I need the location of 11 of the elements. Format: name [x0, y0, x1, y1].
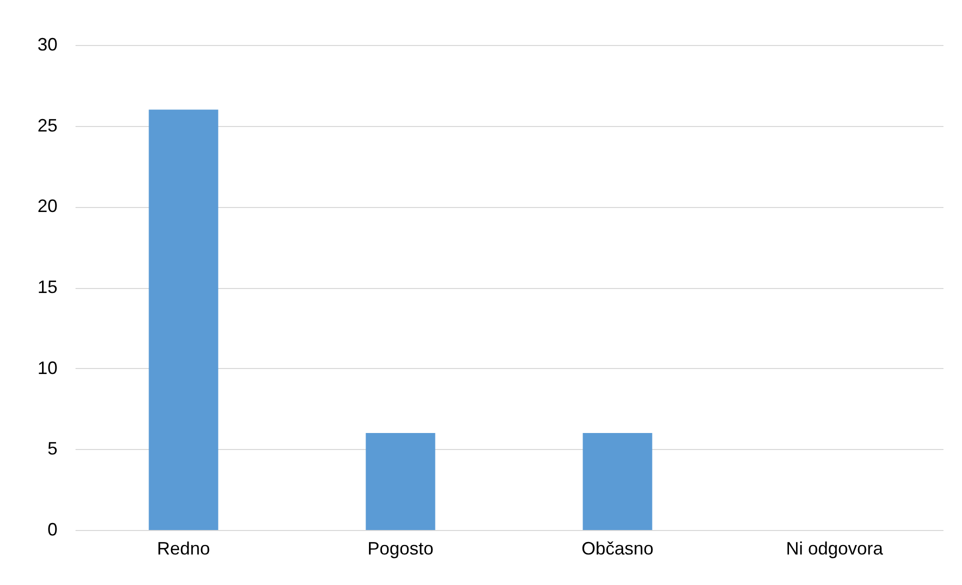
- x-tick-label: Pogosto: [367, 538, 434, 558]
- y-tick-label: 25: [37, 115, 58, 136]
- x-tick-label: Ni odgovora: [786, 538, 884, 558]
- y-tick-label: 15: [37, 277, 58, 297]
- y-tick-label: 10: [37, 358, 58, 378]
- x-tick-label: Občasno: [581, 538, 654, 558]
- y-tick-label: 0: [47, 520, 58, 540]
- x-tick-label: Redno: [156, 538, 210, 558]
- y-tick-label: 20: [37, 196, 58, 216]
- y-tick-label: 30: [37, 34, 58, 54]
- y-tick-label: 5: [47, 438, 58, 459]
